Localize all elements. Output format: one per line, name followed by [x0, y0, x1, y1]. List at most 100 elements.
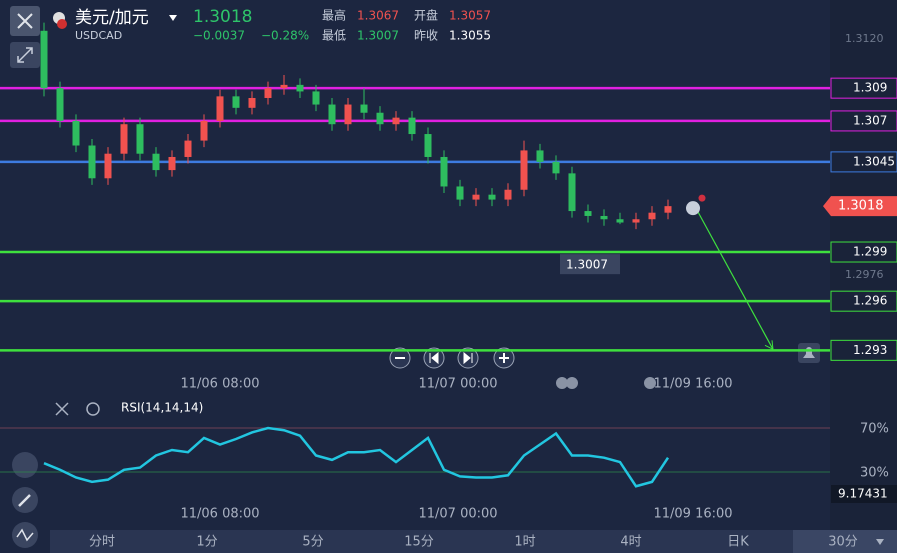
- candle-body: [440, 156, 448, 187]
- tab[interactable]: 5分: [302, 535, 323, 550]
- candle-body: [264, 88, 272, 98]
- stat-value: 1.3067: [357, 9, 399, 23]
- candle-body: [344, 104, 352, 125]
- candle-body: [552, 161, 560, 174]
- candle-body: [312, 91, 320, 105]
- candle-body: [616, 219, 624, 223]
- last-price-tag: [823, 196, 897, 217]
- candle-body: [648, 212, 656, 220]
- low-marker-label: 1.3007: [566, 258, 608, 272]
- candle-body: [632, 219, 640, 223]
- zoom-controls: [389, 347, 515, 369]
- candle-body: [536, 150, 544, 162]
- x-tick-label: 11/07 00:00: [418, 507, 497, 522]
- tab-bar: [50, 530, 897, 553]
- candle-body: [328, 104, 336, 125]
- tab[interactable]: 15分: [404, 535, 434, 550]
- price-tag: [830, 110, 897, 132]
- candle-body: [504, 189, 512, 200]
- stat-value: 1.3055: [449, 29, 491, 43]
- stat-label: 最低: [322, 29, 346, 43]
- stat-label: 开盘: [414, 8, 438, 23]
- candle-body: [280, 84, 288, 89]
- candle-body: [248, 97, 256, 108]
- candle-body: [376, 112, 384, 125]
- x-tick-label: 11/09 16:00: [653, 507, 732, 522]
- expand-icon: [17, 47, 33, 63]
- candle-body: [184, 140, 192, 157]
- toggle-dot[interactable]: [644, 377, 656, 389]
- price-tag-label: 1.293: [853, 343, 887, 357]
- stat-value: 1.3057: [449, 9, 491, 23]
- bell-icon: [803, 347, 815, 358]
- price-tag-label: 1.309: [853, 81, 887, 95]
- forecast-arrow: [696, 209, 774, 350]
- candle-body: [168, 156, 176, 171]
- y-tick-label: 1.3120: [845, 32, 884, 45]
- candle-body: [472, 194, 480, 200]
- tab[interactable]: 1时: [514, 535, 535, 550]
- stat-value: 1.3007: [357, 29, 399, 43]
- tab[interactable]: 4时: [620, 535, 641, 550]
- tab[interactable]: 1分: [196, 535, 217, 550]
- x-tick-label: 11/06 08:00: [180, 377, 259, 392]
- candle-body: [120, 124, 128, 154]
- candle-body: [408, 117, 416, 135]
- candle-body: [488, 194, 496, 200]
- arrow-head: [764, 340, 774, 350]
- tab-active-bg: [793, 530, 897, 553]
- candle-body: [104, 153, 112, 179]
- candle-body: [200, 120, 208, 141]
- candle-body: [584, 211, 592, 216]
- candle-body: [520, 150, 528, 190]
- close-icon: [17, 13, 33, 29]
- candle-body: [664, 206, 672, 213]
- candle-body: [56, 88, 64, 121]
- stat-label: 最高: [322, 8, 346, 23]
- candle-body: [568, 173, 576, 212]
- pair-name[interactable]: 美元/加元: [75, 8, 149, 28]
- rsi-value-bg: [831, 485, 897, 503]
- toggle-dot[interactable]: [556, 377, 568, 389]
- candle-body: [152, 153, 160, 171]
- candle-body: [296, 84, 304, 92]
- price-tag-label: 1.296: [853, 294, 887, 308]
- price-tag: [830, 151, 897, 173]
- y-tick-label: 70%: [860, 422, 889, 437]
- side-tool[interactable]: [12, 452, 38, 478]
- info-icon[interactable]: [686, 201, 700, 216]
- dropdown-arrow[interactable]: [169, 15, 177, 21]
- price-tag-label: 1.3045: [853, 154, 895, 168]
- info-dot: [698, 194, 706, 202]
- rsi-line: [43, 426, 670, 488]
- flag-icon: [57, 19, 67, 29]
- candle-body: [216, 96, 224, 121]
- candle-body: [72, 120, 80, 146]
- stat-label: 昨收: [414, 29, 438, 43]
- x-tick-label: 11/09 16:00: [653, 377, 732, 392]
- candle-body: [88, 145, 96, 179]
- price-tag: [830, 339, 897, 361]
- candle-body: [392, 117, 400, 125]
- rsi-settings[interactable]: [86, 402, 100, 416]
- candle-body: [456, 186, 464, 200]
- y-tick-label: 30%: [860, 465, 889, 480]
- tab[interactable]: 30分: [828, 535, 858, 550]
- tab-dropdown[interactable]: [876, 539, 884, 545]
- candle-body: [40, 30, 48, 89]
- price-tag-label: 1.299: [853, 245, 887, 259]
- tab[interactable]: 日K: [727, 535, 749, 550]
- toggle-dot[interactable]: [566, 377, 578, 389]
- y-tick-label: 1.2976: [845, 268, 884, 281]
- indicator-title: RSI(14,14,14): [121, 401, 203, 415]
- change-pct: −0.28%: [261, 29, 309, 43]
- symbol: USDCAD: [75, 29, 122, 42]
- rsi-close[interactable]: [55, 402, 69, 416]
- price: 1.3018: [193, 7, 252, 27]
- rsi-value: 9.17431: [838, 487, 888, 501]
- tab[interactable]: 分时: [89, 535, 115, 550]
- candle-body: [136, 124, 144, 154]
- candle-body: [360, 104, 368, 113]
- price-tag: [830, 290, 897, 312]
